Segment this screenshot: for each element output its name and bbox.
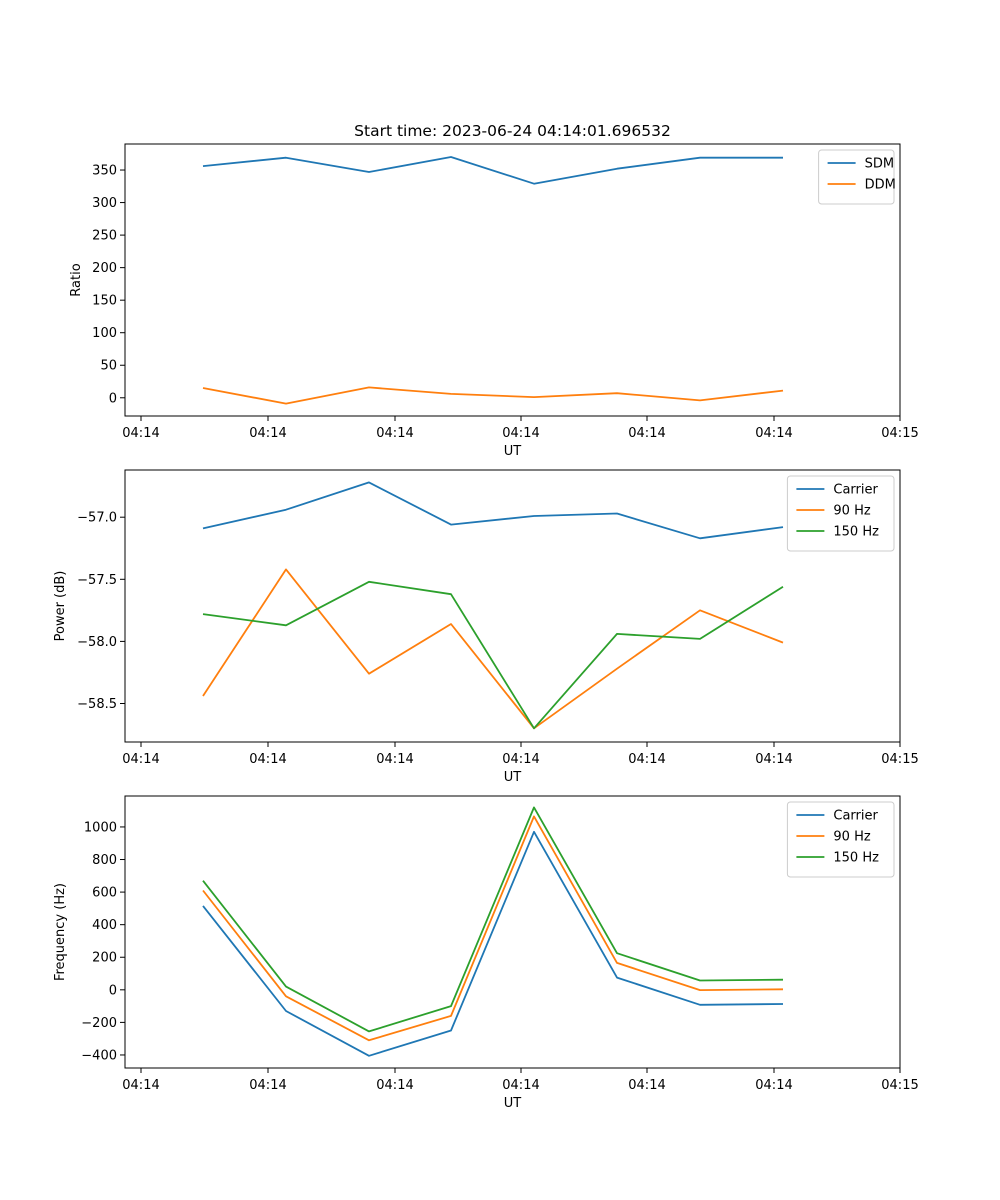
y-tick-label: 800 bbox=[92, 853, 117, 868]
plot-frame bbox=[124, 469, 901, 743]
chart-panel-2: 04:14 04:14 04:14 04:14 04:14 04:14 04:15 UT −57… bbox=[53, 469, 919, 785]
chart-panel-3: 04:14 04:14 04:14 04:14 04:14 04:14 04:15 UT −40… bbox=[53, 795, 919, 1111]
y-tick-label: 0 bbox=[109, 983, 117, 998]
legend: Carrier 90 Hz 150 Hz bbox=[786, 801, 895, 878]
y-tick-label: −57.0 bbox=[77, 511, 117, 526]
x-axis-label: UT bbox=[504, 1096, 522, 1111]
x-tick-label: 04:14 bbox=[249, 426, 286, 441]
legend-label: DDM bbox=[865, 178, 896, 193]
legend-label: 150 Hz bbox=[833, 525, 879, 540]
y-tick-label: 250 bbox=[92, 229, 117, 244]
x-tick-label: 04:14 bbox=[628, 1078, 665, 1093]
chart-panel-1: Start time: 2023-06-24 04:14:01.696532 04… bbox=[69, 122, 919, 459]
legend-box bbox=[786, 801, 895, 878]
y-tick-label: −57.5 bbox=[77, 573, 117, 588]
chart-title: Start time: 2023-06-24 04:14:01.696532 bbox=[354, 122, 671, 140]
plot-frame bbox=[124, 143, 901, 417]
series-line-carrier bbox=[202, 830, 784, 1057]
x-tick-label: 04:14 bbox=[755, 752, 792, 767]
series-line-ddm bbox=[202, 386, 784, 405]
x-tick-label: 04:14 bbox=[376, 752, 413, 767]
x-tick-label: 04:14 bbox=[122, 426, 159, 441]
x-tick-label: 04:14 bbox=[502, 426, 539, 441]
x-tick-label: 04:14 bbox=[122, 752, 159, 767]
x-tick-label: 04:14 bbox=[376, 426, 413, 441]
x-tick-label: 04:14 bbox=[122, 1078, 159, 1093]
y-tick-label: 400 bbox=[92, 918, 117, 933]
y-tick-label: 600 bbox=[92, 886, 117, 901]
x-tick-label: 04:14 bbox=[755, 426, 792, 441]
series-line-carrier bbox=[202, 481, 784, 540]
legend-label: SDM bbox=[865, 157, 894, 172]
series-line-90-hz bbox=[202, 568, 784, 730]
legend: SDM DDM bbox=[818, 149, 896, 205]
x-axis-label: UT bbox=[504, 444, 522, 459]
y-tick-label: 300 bbox=[92, 196, 117, 211]
y-tick-label: −58.0 bbox=[77, 635, 117, 650]
x-tick-label: 04:15 bbox=[881, 752, 918, 767]
y-tick-label: 200 bbox=[92, 261, 117, 276]
y-axis-label: Ratio bbox=[69, 263, 84, 296]
legend: Carrier 90 Hz 150 Hz bbox=[786, 475, 895, 552]
legend-label: 90 Hz bbox=[833, 504, 870, 519]
y-tick-label: −58.5 bbox=[77, 697, 117, 712]
y-tick-label: 0 bbox=[109, 391, 117, 406]
x-tick-label: 04:14 bbox=[249, 752, 286, 767]
legend-label: 90 Hz bbox=[833, 830, 870, 845]
series-line-90-hz bbox=[202, 815, 784, 1042]
y-tick-label: 350 bbox=[92, 164, 117, 179]
x-tick-label: 04:14 bbox=[249, 1078, 286, 1093]
plot-frame bbox=[124, 795, 901, 1069]
legend-box bbox=[786, 475, 895, 552]
series-line-150-hz bbox=[202, 806, 784, 1033]
y-tick-label: 1000 bbox=[84, 820, 117, 835]
x-tick-label: 04:14 bbox=[502, 752, 539, 767]
series-line-150-hz bbox=[202, 580, 784, 730]
y-axis-label: Frequency (Hz) bbox=[53, 883, 68, 981]
x-tick-label: 04:15 bbox=[881, 426, 918, 441]
legend-label: 150 Hz bbox=[833, 851, 879, 866]
y-axis-label: Power (dB) bbox=[53, 571, 68, 642]
x-tick-label: 04:14 bbox=[628, 752, 665, 767]
y-tick-label: −200 bbox=[81, 1016, 117, 1031]
x-tick-label: 04:15 bbox=[881, 1078, 918, 1093]
y-tick-label: −400 bbox=[81, 1048, 117, 1063]
series-line-sdm bbox=[202, 156, 783, 185]
x-tick-label: 04:14 bbox=[376, 1078, 413, 1093]
x-tick-label: 04:14 bbox=[755, 1078, 792, 1093]
y-tick-label: 100 bbox=[92, 326, 117, 341]
y-tick-label: 50 bbox=[100, 359, 117, 374]
legend-label: Carrier bbox=[833, 809, 878, 824]
x-tick-label: 04:14 bbox=[628, 426, 665, 441]
y-tick-label: 200 bbox=[92, 951, 117, 966]
y-tick-label: 150 bbox=[92, 294, 117, 309]
legend-label: Carrier bbox=[833, 483, 878, 498]
x-tick-label: 04:14 bbox=[502, 1078, 539, 1093]
x-axis-label: UT bbox=[504, 770, 522, 785]
